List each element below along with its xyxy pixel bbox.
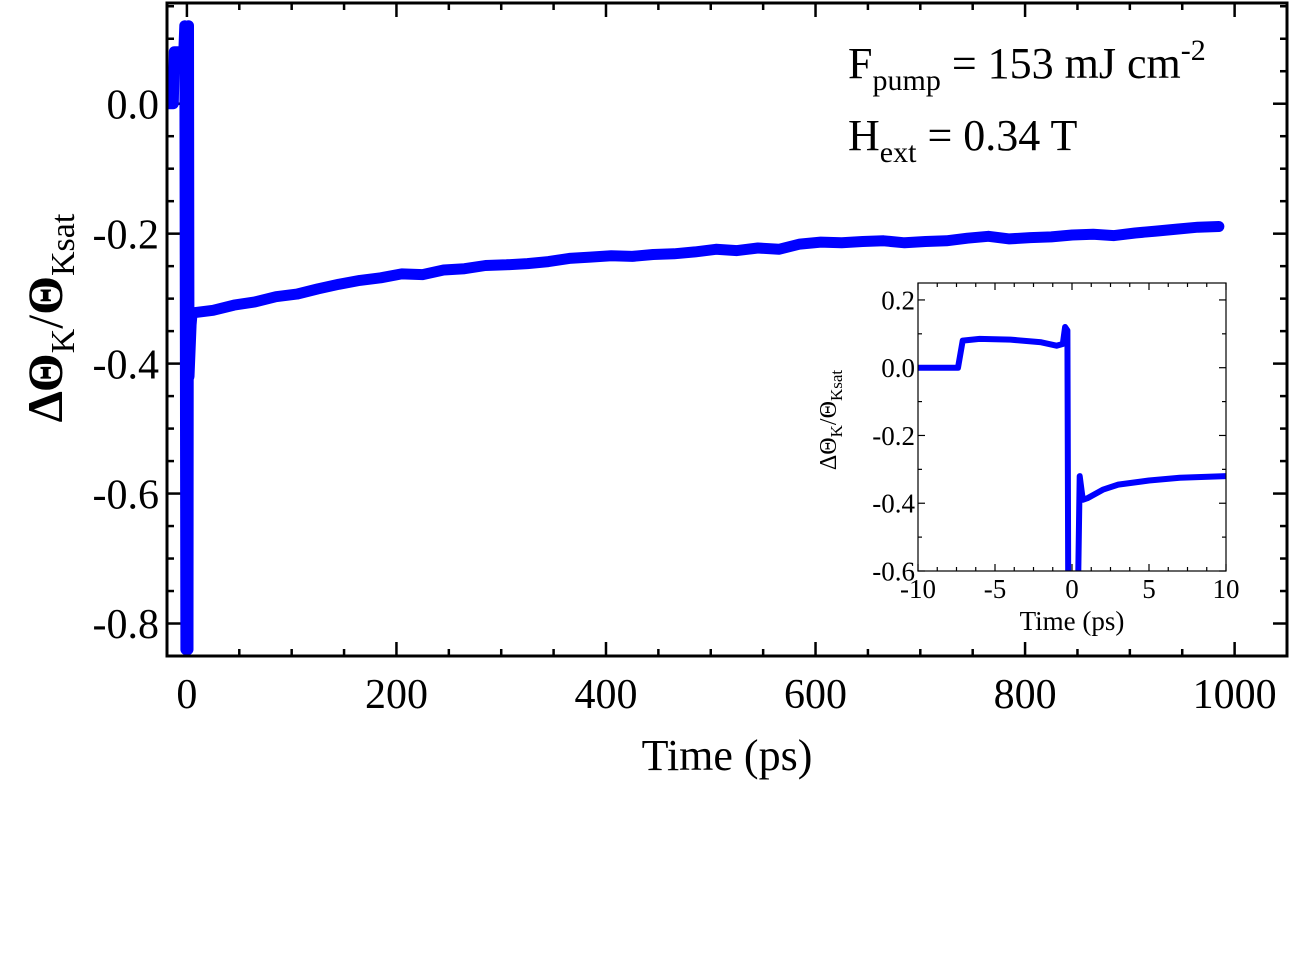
y-tick-label: -0.8 xyxy=(93,602,160,648)
y-tick-label: -0.2 xyxy=(872,421,915,451)
x-tick-label: 0 xyxy=(1065,574,1079,604)
fluence-annotation: Fpump = 153 mJ cm-2 xyxy=(848,34,1206,97)
inset-x-axis-label: Time (ps) xyxy=(1020,606,1125,636)
series-line xyxy=(918,324,1226,571)
plot-frame xyxy=(165,1,1289,658)
field-annotation: Hext = 0.34 T xyxy=(848,111,1077,169)
inset-background xyxy=(918,283,1226,571)
plot-frame xyxy=(917,282,1227,572)
x-tick-label: 400 xyxy=(574,672,637,718)
inset-y-axis-label: ΔΘK/ΘKsat xyxy=(816,370,846,471)
y-tick-label: 0.0 xyxy=(107,82,160,128)
y-tick-label: 0.2 xyxy=(881,285,915,315)
ylabel-sub-k: K xyxy=(45,328,82,353)
field-rest: = 0.34 T xyxy=(916,111,1077,160)
y-tick-label: 0.0 xyxy=(881,353,915,383)
inset-ylabel-theta-2: Θ xyxy=(816,401,842,418)
fluence-sup: -2 xyxy=(1181,34,1206,67)
y-tick-label: -0.2 xyxy=(93,212,160,258)
x-tick-label: -5 xyxy=(984,574,1007,604)
x-tick-label: 0 xyxy=(176,672,197,718)
x-tick-label: 800 xyxy=(994,672,1057,718)
y-tick-label: -0.4 xyxy=(872,489,915,519)
main-y-axis-label: ΔΘK/ΘKsat xyxy=(17,213,82,422)
x-tick-label: 200 xyxy=(365,672,428,718)
inset-ylabel-sub-k: K xyxy=(827,424,846,437)
inset-ylabel-theta: Θ xyxy=(816,437,842,454)
ylabel-theta: Θ xyxy=(17,353,73,392)
inset-ylabel-slash: / xyxy=(816,418,842,425)
y-tick-label: -0.4 xyxy=(93,342,160,388)
ylabel-theta-2: Θ xyxy=(17,276,73,315)
x-tick-label: -10 xyxy=(900,574,936,604)
x-tick-label: 1000 xyxy=(1193,672,1277,718)
fluence-sub: pump xyxy=(872,64,940,97)
inset-ylabel-delta: Δ xyxy=(816,455,842,470)
x-tick-label: 10 xyxy=(1213,574,1240,604)
field-H: H xyxy=(848,111,880,160)
series-line xyxy=(167,20,1225,655)
field-sub: ext xyxy=(880,136,917,169)
ylabel-delta: Δ xyxy=(17,391,73,422)
inset-plot: -10 -5 0 5 10 0.2 0.0 -0.2 -0.4 -0.6 xyxy=(872,282,1240,604)
y-tick-label: -0.6 xyxy=(93,472,160,518)
main-x-axis-label: Time (ps) xyxy=(642,731,813,780)
y-tick-label: -0.6 xyxy=(872,556,915,586)
main-plot: 0 200 400 600 800 1000 0.0 -0.2 -0.4 -0.6 -0.8 xyxy=(93,1,1289,718)
ylabel-sub-ksat: Ksat xyxy=(45,213,82,276)
fluence-rest: = 153 mJ cm xyxy=(941,39,1181,88)
x-tick-label: 600 xyxy=(784,672,847,718)
inset-ylabel-sub-ksat: Ksat xyxy=(827,370,846,401)
x-tick-label: 5 xyxy=(1142,574,1156,604)
ylabel-slash: / xyxy=(17,315,73,329)
fluence-F: F xyxy=(848,39,872,88)
